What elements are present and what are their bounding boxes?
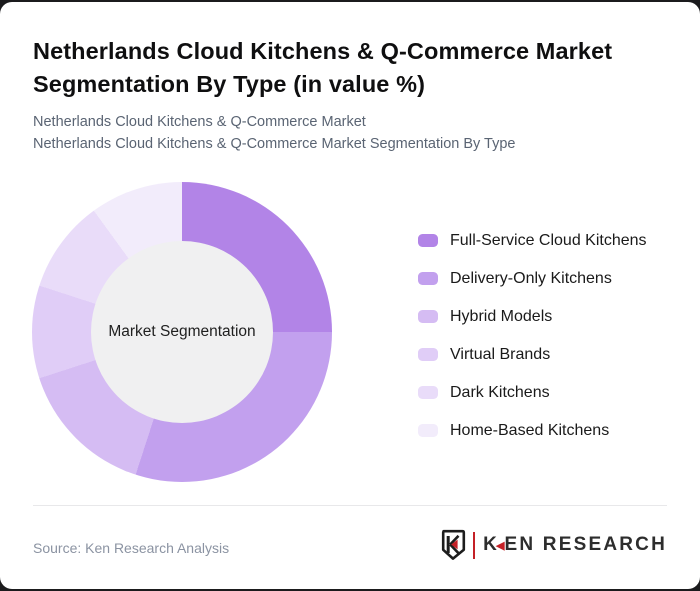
legend-item: Home-Based Kitchens bbox=[418, 418, 647, 443]
shield-k-icon bbox=[441, 529, 465, 560]
page-title-line-1: Netherlands Cloud Kitchens & Q-Commerce … bbox=[33, 38, 613, 64]
subtitle-line-1: Netherlands Cloud Kitchens & Q-Commerce … bbox=[33, 114, 366, 130]
legend-label: Virtual Brands bbox=[450, 345, 551, 363]
donut-center-label: Market Segmentation bbox=[108, 323, 256, 340]
legend-label: Full-Service Cloud Kitchens bbox=[450, 231, 647, 249]
page-title-line-2: Segmentation By Type (in value %) bbox=[33, 71, 425, 97]
legend-label: Hybrid Models bbox=[450, 307, 553, 325]
page-subtitle: Netherlands Cloud Kitchens & Q-Commerce … bbox=[33, 111, 672, 155]
legend-item: Delivery-Only Kitchens bbox=[418, 266, 647, 291]
legend-swatch bbox=[418, 234, 438, 247]
legend-swatch bbox=[418, 348, 438, 361]
legend-item: Dark Kitchens bbox=[418, 380, 647, 405]
subtitle-line-2: Netherlands Cloud Kitchens & Q-Commerce … bbox=[33, 136, 516, 152]
ken-research-logo: K ◀ EN RESEARCH bbox=[440, 528, 667, 562]
source-note: Source: Ken Research Analysis bbox=[33, 540, 230, 556]
legend-label: Delivery-Only Kitchens bbox=[450, 269, 612, 287]
legend-label: Home-Based Kitchens bbox=[450, 421, 610, 439]
donut-chart: Market Segmentation bbox=[32, 182, 332, 482]
legend-item: Hybrid Models bbox=[418, 304, 647, 329]
wordmark-rest: EN RESEARCH bbox=[504, 534, 667, 555]
legend-label: Dark Kitchens bbox=[450, 383, 550, 401]
legend-swatch bbox=[418, 272, 438, 285]
chart-legend: Full-Service Cloud Kitchens Delivery-Onl… bbox=[418, 228, 647, 456]
legend-item: Full-Service Cloud Kitchens bbox=[418, 228, 647, 253]
legend-swatch bbox=[418, 386, 438, 399]
logo-separator bbox=[472, 531, 476, 559]
legend-swatch bbox=[418, 424, 438, 437]
legend-swatch bbox=[418, 310, 438, 323]
legend-item: Virtual Brands bbox=[418, 342, 647, 367]
logo-wordmark: K ◀ EN RESEARCH bbox=[483, 534, 667, 556]
donut-hole: Market Segmentation bbox=[91, 241, 273, 423]
wordmark-k: K bbox=[483, 534, 500, 555]
page-title: Netherlands Cloud Kitchens & Q-Commerce … bbox=[33, 35, 672, 101]
red-triangle-icon: ◀ bbox=[496, 540, 505, 552]
footer-divider bbox=[33, 505, 667, 506]
